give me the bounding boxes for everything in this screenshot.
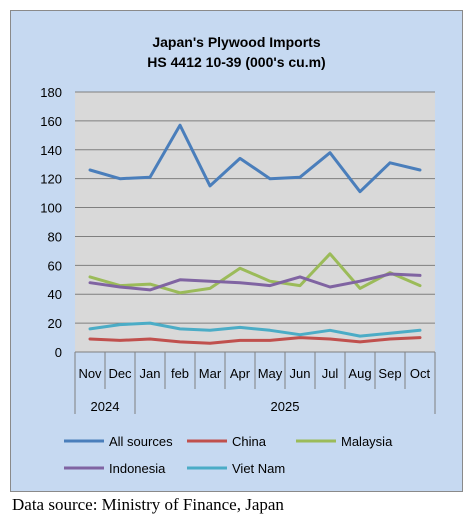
y-tick-label: 60 (48, 258, 62, 273)
y-tick-label: 100 (40, 201, 62, 216)
x-tick-label: Aug (348, 366, 371, 381)
x-tick-label: May (258, 366, 283, 381)
plot-area (75, 92, 435, 352)
y-tick-label: 180 (40, 85, 62, 100)
y-tick-label: 160 (40, 114, 62, 129)
y-tick-label: 140 (40, 143, 62, 158)
y-tick-label: 0 (55, 345, 62, 360)
legend-label-viet-nam: Viet Nam (232, 461, 285, 476)
x-tick-label: Oct (410, 366, 431, 381)
y-tick-label: 120 (40, 172, 62, 187)
legend-label-malaysia: Malaysia (341, 434, 393, 449)
series-line-indonesia (88, 272, 422, 292)
legend-label-all-sources: All sources (109, 434, 173, 449)
x-tick-label: Nov (78, 366, 102, 381)
year-label: 2024 (91, 399, 120, 414)
y-tick-label: 40 (48, 287, 62, 302)
x-tick-label: Dec (108, 366, 132, 381)
series-line-china (88, 336, 422, 345)
y-tick-label: 80 (48, 229, 62, 244)
x-tick-label: feb (171, 366, 189, 381)
legend-label-indonesia: Indonesia (109, 461, 166, 476)
chart-title: Japan's Plywood Imports (152, 34, 321, 50)
x-tick-label: Jan (140, 366, 161, 381)
x-tick-label: Jul (322, 366, 339, 381)
legend-label-china: China (232, 434, 267, 449)
x-tick-label: Mar (199, 366, 222, 381)
series-line-viet-nam (88, 321, 422, 338)
year-label: 2025 (271, 399, 300, 414)
x-tick-label: Jun (290, 366, 311, 381)
series-line-malaysia (88, 252, 422, 295)
data-source-note: Data source: Ministry of Finance, Japan (12, 495, 284, 514)
chart-subtitle: HS 4412 10-39 (000's cu.m) (147, 54, 326, 70)
x-tick-label: Sep (378, 366, 401, 381)
series-line-all-sources (88, 123, 422, 194)
line-chart: 0 20 40 60 80 100 120 140 160 180 Nov Dec Jan feb Mar A… (40, 85, 436, 476)
y-tick-label: 20 (48, 316, 62, 331)
x-tick-label: Apr (230, 366, 251, 381)
